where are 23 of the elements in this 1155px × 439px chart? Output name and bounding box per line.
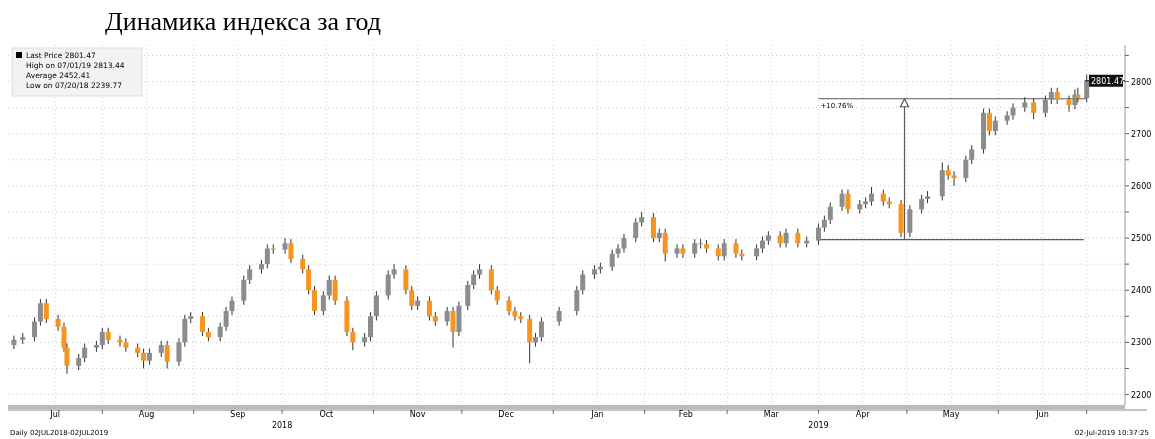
x-tick-label: Apr	[855, 410, 871, 419]
x2-tick-label: 2018	[271, 421, 293, 430]
y-tick-label: 2200	[1131, 390, 1152, 400]
chart-title: Динамика индекса за год	[105, 7, 382, 36]
x-tick-label: Aug	[138, 410, 155, 419]
x-tick-label: Nov	[409, 410, 426, 419]
x2-tick-label: 2019	[808, 421, 829, 430]
y-tick-label: 2500	[1131, 234, 1152, 244]
y-tick-label: 2300	[1131, 338, 1152, 348]
x-tick-label: Feb	[678, 410, 693, 419]
x-tick-label: May	[942, 410, 960, 419]
x-tick-label: Sep	[230, 410, 246, 419]
y-tick-label: 2800	[1131, 77, 1152, 87]
y-tick-label: 2700	[1131, 129, 1152, 139]
x-tick-label: Jul	[49, 410, 60, 419]
y-tick-label: 2400	[1131, 286, 1152, 296]
x-tick-label: Mar	[763, 410, 780, 419]
ref-line-label: 2801.47	[1091, 76, 1125, 86]
x-tick-label: Dec	[498, 410, 514, 419]
x-tick-label: Oct	[319, 410, 334, 419]
y-tick-label: 2600	[1131, 181, 1152, 191]
x-tick-label: Jan	[590, 410, 604, 419]
x-tick-label: Jun	[1035, 410, 1049, 419]
